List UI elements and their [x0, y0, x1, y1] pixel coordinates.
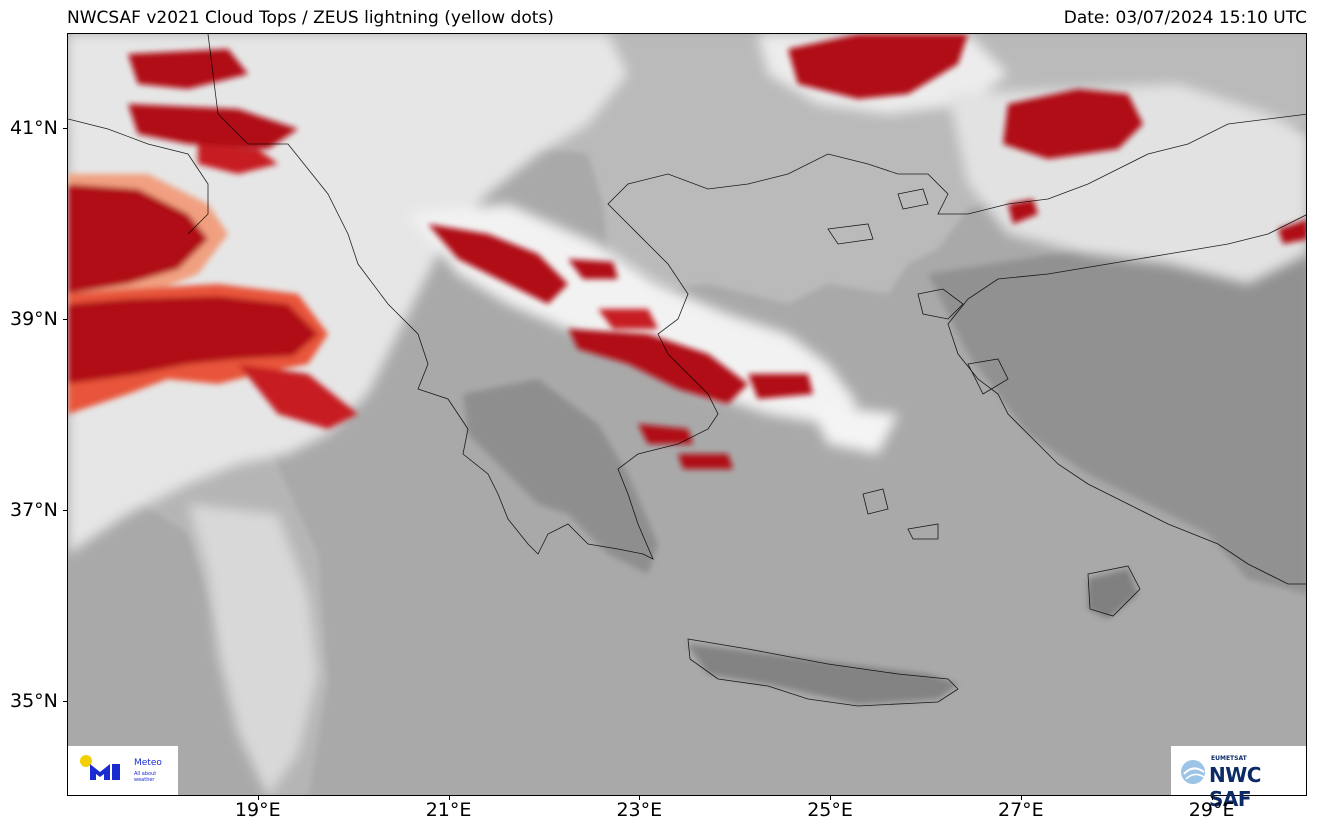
latitude-tick-label: 39°N: [10, 308, 58, 331]
nwcsaf-logo-eumetsat: EUMETSAT: [1211, 755, 1247, 762]
longitude-tick-mark: [448, 796, 450, 800]
longitude-tick-label: 19°E: [234, 799, 281, 821]
latitude-tick-mark: [63, 319, 67, 321]
coastlines: [68, 34, 1306, 707]
nwcsaf-logo-text: NWC SAF: [1209, 763, 1261, 811]
cold-cloud-tops: [68, 34, 1306, 469]
meteo-logo-tagline: All about weather: [134, 771, 157, 783]
map-canvas: [68, 34, 1306, 795]
latitude-tick-mark: [63, 509, 67, 511]
longitude-tick-label: 23°E: [616, 799, 663, 821]
latitude-tick-label: 41°N: [10, 117, 58, 140]
latitude-tick-mark: [63, 700, 67, 702]
figure-title: NWCSAF v2021 Cloud Tops / ZEUS lightning…: [67, 8, 554, 28]
meteo-logo-icon: [80, 755, 120, 780]
nwcsaf-logo: EUMETSAT NWC SAF: [1171, 746, 1306, 811]
latitude-tick-mark: [63, 128, 67, 130]
longitude-tick-label: 25°E: [807, 799, 853, 821]
longitude-tick-label: 27°E: [998, 799, 1044, 821]
latitude-tick-label: 35°N: [10, 689, 58, 712]
longitude-tick-mark: [1020, 796, 1022, 800]
longitude-tick-label: 29°E: [1188, 799, 1235, 821]
longitude-tick-mark: [1211, 796, 1213, 800]
figure-date: Date: 03/07/2024 15:10 UTC: [1063, 8, 1307, 28]
longitude-tick-label: 21°E: [425, 799, 472, 821]
longitude-tick-mark: [830, 796, 832, 800]
longitude-tick-mark: [639, 796, 641, 800]
meteo-logo: Meteo All about weather: [68, 746, 178, 795]
latitude-tick-label: 37°N: [10, 498, 58, 521]
nwcsaf-swirl-icon: [1181, 760, 1205, 784]
map-panel: [67, 33, 1307, 796]
meteo-logo-word: Meteo: [134, 758, 162, 768]
longitude-tick-mark: [257, 796, 259, 800]
